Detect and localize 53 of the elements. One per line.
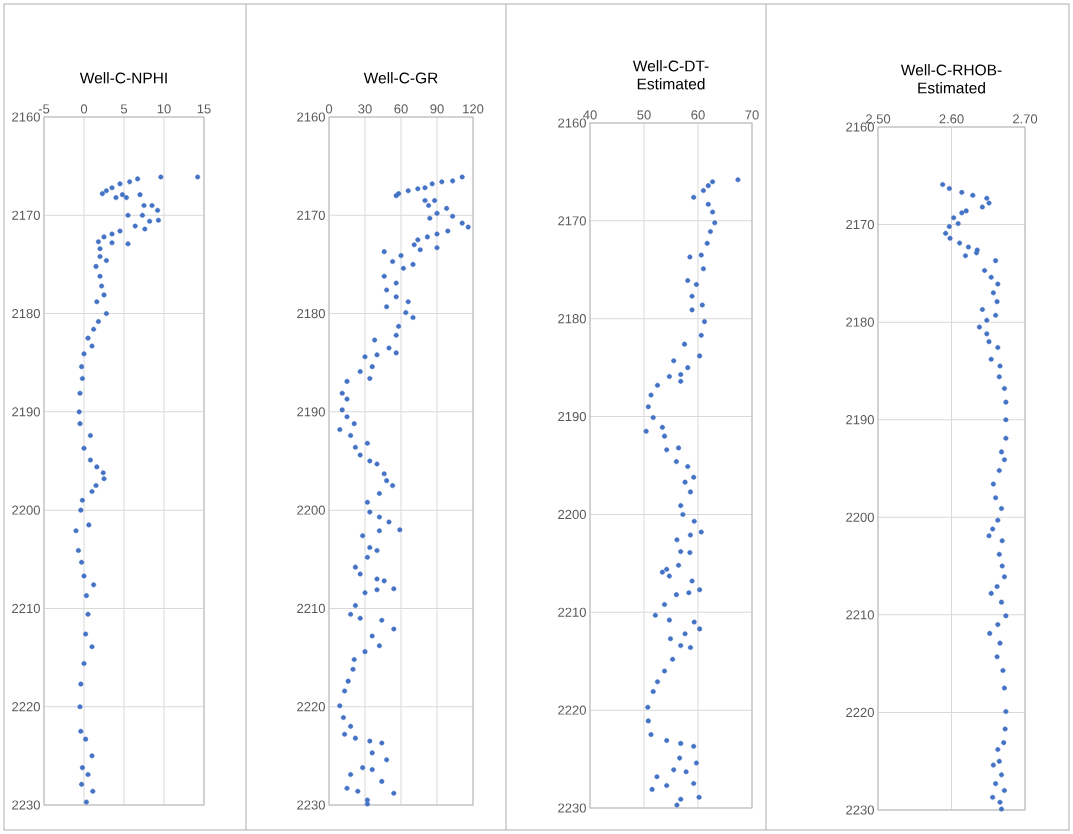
x-tick-label: 60: [394, 104, 408, 114]
y-tick-label: 2190: [297, 407, 325, 417]
x-tick-label: 15: [197, 104, 211, 114]
chart-title: Well-C-DT-Estimated: [632, 60, 709, 90]
y-tick-label: 2170: [558, 216, 586, 226]
y-tick-label: 2170: [297, 210, 325, 220]
y-tick-label: 2180: [558, 314, 586, 324]
x-tick-label: 50: [637, 110, 651, 120]
x-tick-label: 90: [430, 104, 444, 114]
chart-title: Well-C-GR: [363, 72, 438, 84]
y-tick-label: 2160: [12, 112, 40, 122]
x-tick-label: 0: [80, 104, 88, 114]
y-tick-label: 2210: [846, 610, 874, 620]
x-tick-label: 0: [325, 104, 333, 114]
y-tick-label: 2200: [12, 505, 40, 515]
y-tick-label: 2230: [846, 805, 874, 815]
y-tick-label: 2180: [12, 308, 40, 319]
y-tick-label: 2220: [558, 705, 586, 715]
y-tick-label: 2160: [846, 122, 874, 132]
y-tick-label: 2160: [558, 118, 586, 128]
y-tick-label: 2190: [12, 407, 40, 417]
y-tick-label: 2200: [297, 505, 325, 515]
chart-title: Well-C-NPHI: [79, 72, 167, 84]
x-tick-label: 40: [583, 110, 597, 120]
x-tick-label: -5: [38, 104, 50, 114]
chart-title: Well-C-RHOB-Estimated: [900, 64, 1002, 94]
y-tick-label: 2220: [846, 707, 874, 718]
x-tick-label: 5: [120, 104, 128, 114]
y-tick-label: 2220: [297, 702, 325, 712]
x-tick-label: 120: [463, 104, 484, 114]
y-tick-label: 2170: [846, 219, 874, 230]
y-tick-label: 2230: [297, 800, 325, 810]
y-tick-label: 2200: [846, 512, 874, 522]
y-tick-label: 2180: [297, 308, 325, 319]
y-tick-label: 2160: [297, 112, 325, 122]
y-tick-label: 2230: [558, 803, 586, 813]
x-tick-label: 2.50: [866, 114, 891, 124]
x-tick-label: 70: [745, 110, 759, 120]
y-tick-label: 2170: [12, 210, 40, 220]
y-tick-label: 2210: [558, 607, 586, 617]
x-tick-label: 2.60: [939, 114, 964, 124]
y-tick-label: 2220: [12, 702, 40, 712]
y-tick-label: 2210: [297, 603, 325, 614]
x-tick-label: 2.70: [1013, 114, 1038, 124]
x-tick-label: 30: [358, 104, 372, 114]
y-tick-label: 2180: [846, 317, 874, 327]
y-tick-label: 2210: [12, 603, 40, 614]
x-tick-label: 60: [691, 110, 705, 120]
y-tick-label: 2190: [558, 411, 586, 422]
x-tick-label: 10: [157, 104, 171, 114]
y-tick-label: 2200: [558, 509, 586, 520]
y-tick-label: 2190: [846, 415, 874, 425]
y-tick-label: 2230: [12, 800, 40, 810]
